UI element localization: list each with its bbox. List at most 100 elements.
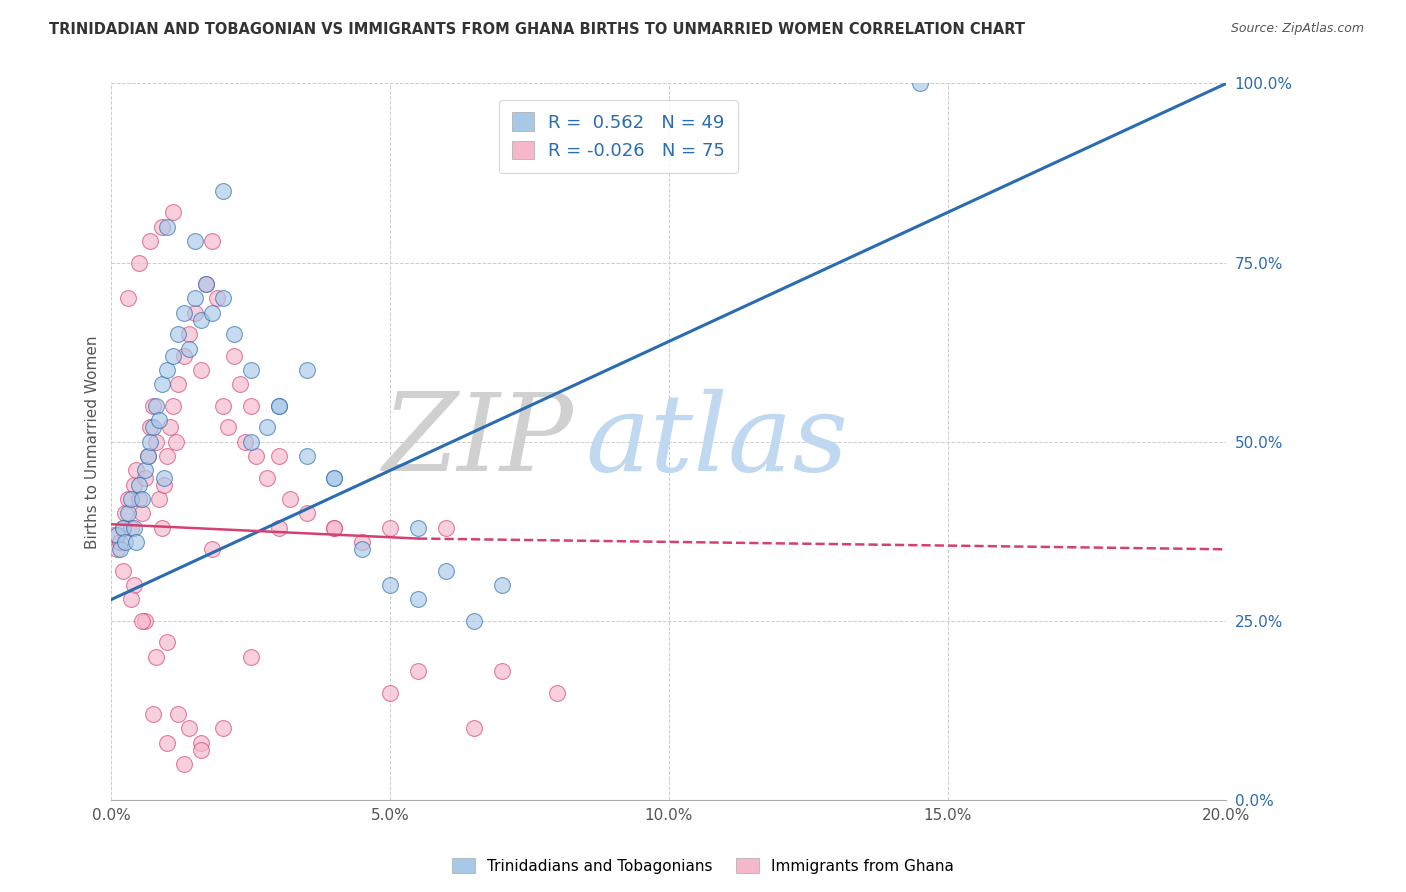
Point <box>156 449 179 463</box>
Point <box>352 535 374 549</box>
Point <box>128 255 150 269</box>
Point <box>134 463 156 477</box>
Point <box>546 686 568 700</box>
Text: atlas: atlas <box>585 389 848 494</box>
Point <box>212 292 235 306</box>
Point <box>217 420 239 434</box>
Point <box>167 377 190 392</box>
Point <box>108 542 131 557</box>
Point <box>239 363 262 377</box>
Point <box>156 736 179 750</box>
Point <box>228 377 250 392</box>
Point <box>145 649 167 664</box>
Point <box>173 349 195 363</box>
Point <box>167 707 190 722</box>
Point <box>117 492 139 507</box>
Point <box>222 349 245 363</box>
Text: ZIP: ZIP <box>384 389 574 494</box>
Point <box>295 507 318 521</box>
Point <box>278 492 301 507</box>
Point <box>491 664 513 678</box>
Point <box>125 463 148 477</box>
Point <box>908 77 931 91</box>
Point <box>190 736 212 750</box>
Point <box>323 470 346 484</box>
Point <box>323 521 346 535</box>
Point <box>239 434 262 449</box>
Point <box>111 521 134 535</box>
Point <box>139 234 162 248</box>
Point <box>156 219 179 234</box>
Point <box>201 542 224 557</box>
Point <box>111 564 134 578</box>
Legend: Trinidadians and Tobagonians, Immigrants from Ghana: Trinidadians and Tobagonians, Immigrants… <box>446 852 960 880</box>
Point <box>122 477 145 491</box>
Point <box>128 492 150 507</box>
Point <box>120 592 142 607</box>
Point <box>463 614 485 628</box>
Point <box>195 277 218 292</box>
Point <box>131 614 153 628</box>
Point <box>378 578 401 592</box>
Point <box>179 327 201 342</box>
Point <box>222 327 245 342</box>
Point <box>267 449 290 463</box>
Point <box>122 521 145 535</box>
Point <box>190 313 212 327</box>
Point <box>245 449 267 463</box>
Point <box>117 292 139 306</box>
Point <box>207 292 229 306</box>
Point <box>201 306 224 320</box>
Point <box>103 528 125 542</box>
Point <box>134 614 156 628</box>
Point <box>190 743 212 757</box>
Point <box>434 521 457 535</box>
Point <box>173 757 195 772</box>
Point <box>323 470 346 484</box>
Point <box>105 528 128 542</box>
Point <box>162 399 184 413</box>
Point <box>120 492 142 507</box>
Point <box>120 521 142 535</box>
Point <box>105 542 128 557</box>
Point <box>136 449 159 463</box>
Point <box>148 492 170 507</box>
Point <box>114 535 136 549</box>
Point <box>378 521 401 535</box>
Point <box>295 363 318 377</box>
Point <box>153 477 176 491</box>
Point <box>122 578 145 592</box>
Point <box>156 635 179 649</box>
Point <box>142 420 165 434</box>
Point <box>142 707 165 722</box>
Point <box>212 722 235 736</box>
Point <box>150 521 173 535</box>
Point <box>190 363 212 377</box>
Point <box>256 420 278 434</box>
Point <box>162 349 184 363</box>
Point <box>184 306 207 320</box>
Point <box>201 234 224 248</box>
Point <box>406 521 429 535</box>
Point <box>131 492 153 507</box>
Point <box>173 306 195 320</box>
Point <box>136 449 159 463</box>
Point <box>117 507 139 521</box>
Text: Source: ZipAtlas.com: Source: ZipAtlas.com <box>1230 22 1364 36</box>
Point <box>239 399 262 413</box>
Point <box>184 234 207 248</box>
Point <box>142 399 165 413</box>
Point <box>378 686 401 700</box>
Point <box>148 413 170 427</box>
Point <box>108 535 131 549</box>
Point <box>179 722 201 736</box>
Point <box>406 664 429 678</box>
Point <box>165 434 187 449</box>
Point <box>128 477 150 491</box>
Point <box>195 277 218 292</box>
Point <box>162 205 184 219</box>
Point <box>150 219 173 234</box>
Point <box>139 420 162 434</box>
Point <box>139 434 162 449</box>
Point <box>145 434 167 449</box>
